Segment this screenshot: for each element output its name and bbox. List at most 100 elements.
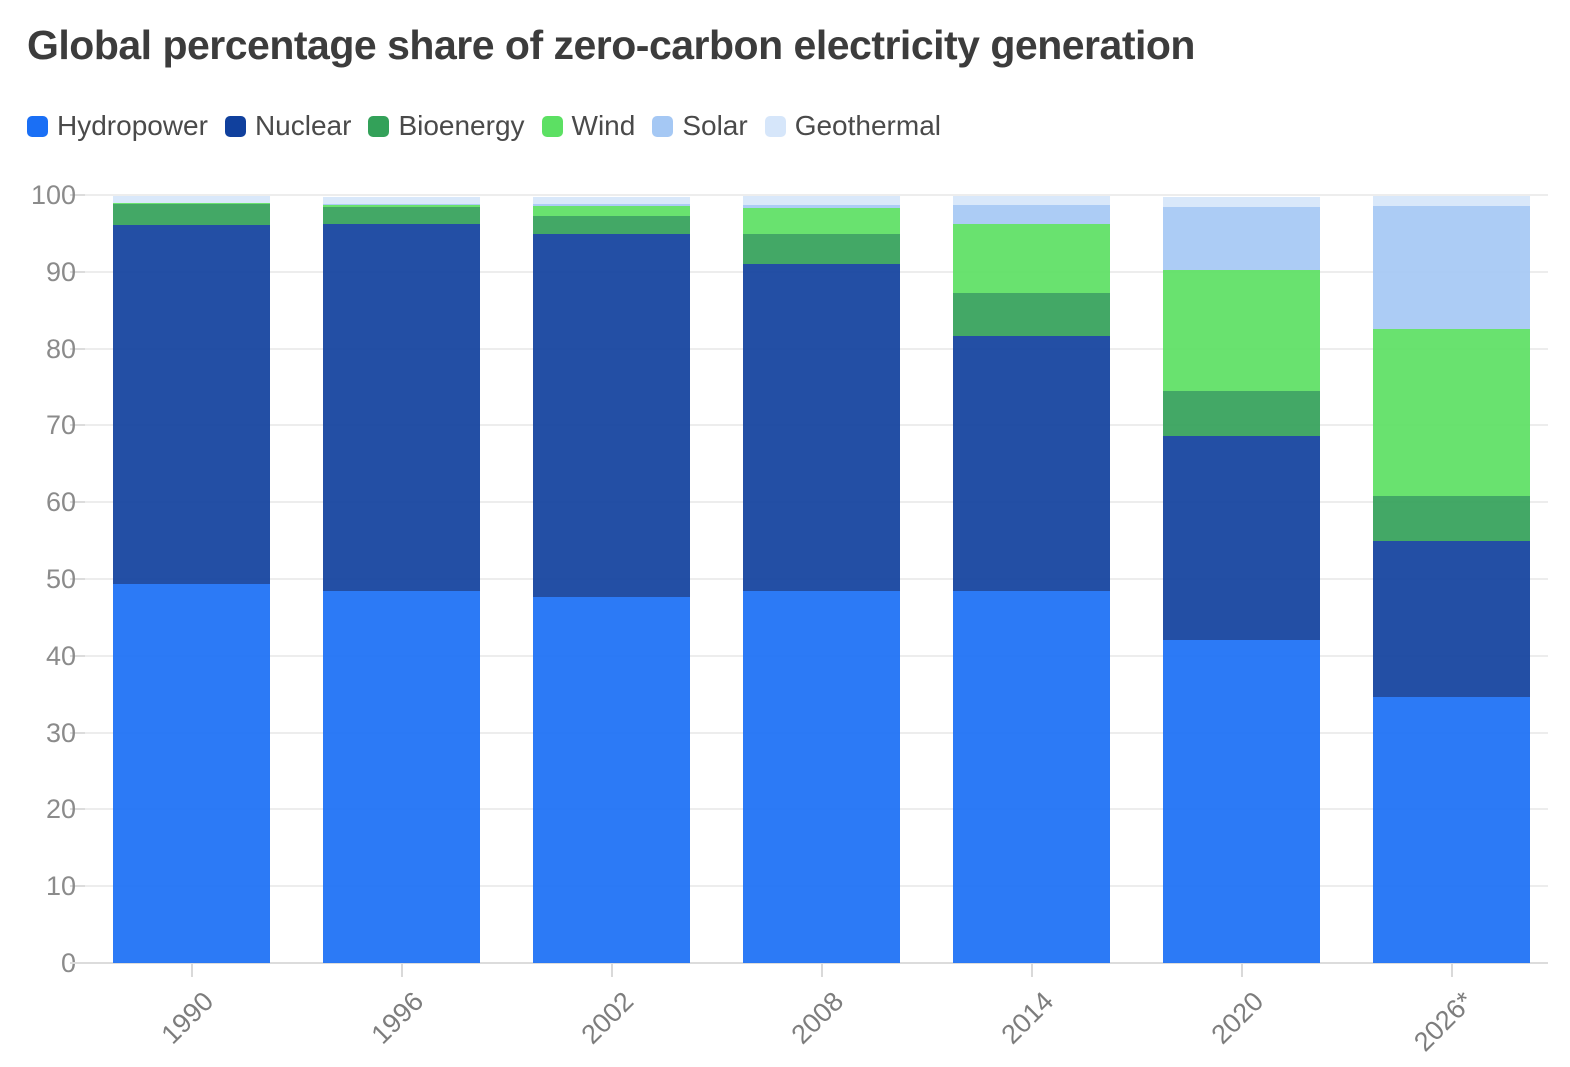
- x-axis-label-2002: 2002: [575, 986, 639, 1050]
- bar-segment-2014-bioenergy[interactable]: [953, 293, 1110, 337]
- y-axis-tick: [70, 501, 85, 504]
- bar-segment-2020-nuclear[interactable]: [1163, 436, 1320, 640]
- bar-segment-1990-bioenergy[interactable]: [113, 204, 270, 225]
- bar-segment-2008-wind[interactable]: [743, 208, 900, 235]
- x-axis-tick: [400, 964, 403, 977]
- legend-label: Hydropower: [57, 110, 208, 141]
- bar-segment-2002-solar[interactable]: [533, 204, 690, 206]
- x-axis-tick: [190, 964, 193, 977]
- y-axis-tick: [70, 194, 85, 196]
- legend-item-geothermal[interactable]: Geothermal: [764, 112, 941, 140]
- legend-label: Solar: [682, 110, 748, 141]
- bar-segment-1996-wind[interactable]: [323, 205, 480, 208]
- legend-swatch-hydropower: [27, 115, 48, 137]
- gridline-100: [85, 194, 1548, 196]
- y-axis-tick: [70, 578, 85, 580]
- bar-2014: [953, 195, 1110, 963]
- legend-swatch-wind: [541, 115, 563, 137]
- legend-swatch-solar: [652, 115, 674, 137]
- y-axis-label: 100: [30, 180, 76, 210]
- y-axis-tick: [70, 808, 85, 811]
- legend-item-nuclear[interactable]: Nuclear: [224, 110, 352, 141]
- bar-segment-2026-geothermal[interactable]: [1373, 195, 1530, 206]
- bar-segment-1996-geothermal[interactable]: [323, 196, 480, 205]
- legend-item-hydropower[interactable]: Hydropower: [27, 112, 208, 140]
- bar-segment-1990-wind[interactable]: [113, 203, 270, 205]
- x-axis-tick: [1240, 964, 1243, 977]
- x-axis-label-2014: 2014: [995, 986, 1059, 1050]
- bar-segment-2002-hydropower[interactable]: [533, 597, 690, 963]
- legend-label: Wind: [571, 110, 636, 141]
- x-axis-label-2020: 2020: [1205, 986, 1269, 1050]
- bar-segment-2020-bioenergy[interactable]: [1163, 390, 1320, 437]
- legend-swatch-bioenergy: [368, 115, 390, 137]
- chart-title: Global percentage share of zero-carbon e…: [27, 22, 1195, 68]
- bar-segment-1990-nuclear[interactable]: [113, 224, 270, 584]
- bar-segment-2020-solar[interactable]: [1163, 207, 1320, 270]
- bar-segment-2002-geothermal[interactable]: [533, 196, 690, 205]
- bar-2020: [1163, 197, 1320, 963]
- x-axis-label-1990: 1990: [155, 986, 219, 1050]
- bar-2002: [533, 196, 690, 963]
- legend-item-wind[interactable]: Wind: [541, 110, 636, 141]
- bar-segment-2026-solar[interactable]: [1373, 205, 1530, 330]
- bar-1996: [323, 196, 480, 963]
- bar-segment-2008-bioenergy[interactable]: [743, 234, 900, 265]
- bar-segment-2026-hydropower[interactable]: [1373, 697, 1530, 963]
- bar-segment-2020-geothermal[interactable]: [1163, 197, 1320, 208]
- bar-segment-2014-wind[interactable]: [953, 224, 1110, 294]
- bar-segment-2014-nuclear[interactable]: [953, 336, 1110, 592]
- y-axis-label: 80: [45, 333, 76, 364]
- bar-segment-2014-hydropower[interactable]: [953, 591, 1110, 963]
- bar-segment-1996-solar[interactable]: [323, 204, 480, 206]
- bar-segment-2008-solar[interactable]: [743, 205, 900, 209]
- y-axis-tick: [70, 270, 85, 273]
- legend-item-bioenergy[interactable]: Bioenergy: [368, 110, 525, 141]
- bar-segment-2008-nuclear[interactable]: [743, 264, 900, 592]
- bar-segment-2002-nuclear[interactable]: [533, 234, 690, 598]
- legend-swatch-nuclear: [224, 115, 246, 137]
- bar-segment-2020-wind[interactable]: [1163, 269, 1320, 391]
- bar-segment-1990-geothermal[interactable]: [113, 195, 270, 204]
- y-axis-label: 30: [45, 717, 76, 748]
- y-axis-label: 20: [45, 794, 76, 825]
- x-axis-tick: [820, 964, 823, 977]
- bar-segment-2008-geothermal[interactable]: [743, 195, 900, 206]
- y-axis-tick: [70, 885, 85, 888]
- y-axis-label: 10: [45, 871, 76, 902]
- y-axis-tick: [70, 654, 85, 657]
- bar-1990: [113, 195, 270, 963]
- x-axis-label-1996: 1996: [365, 986, 429, 1050]
- bar-segment-2014-geothermal[interactable]: [953, 195, 1110, 206]
- bar-segment-2026-nuclear[interactable]: [1373, 541, 1530, 698]
- y-axis-label: 40: [45, 640, 76, 671]
- legend-item-solar[interactable]: Solar: [652, 110, 748, 141]
- bar-2026: [1373, 195, 1530, 963]
- bar-segment-2026-bioenergy[interactable]: [1373, 496, 1530, 542]
- bar-segment-2026-wind[interactable]: [1373, 329, 1530, 497]
- legend-label: Bioenergy: [398, 110, 525, 141]
- x-axis-tick: [1450, 964, 1453, 977]
- bar-segment-2014-solar[interactable]: [953, 205, 1110, 225]
- y-axis-tick: [70, 347, 85, 350]
- y-axis-label: 50: [45, 564, 76, 594]
- y-axis-tick: [70, 424, 85, 427]
- legend: Hydropower Nuclear Bioenergy Wind Solar Geoth…: [27, 112, 941, 140]
- y-axis-label: 60: [45, 487, 76, 518]
- x-axis-tick: [1030, 964, 1033, 977]
- legend-label: Nuclear: [254, 110, 352, 141]
- bar-segment-2002-bioenergy[interactable]: [533, 215, 690, 235]
- x-axis-line: [70, 962, 1548, 964]
- bar-2008: [743, 195, 900, 963]
- bar-segment-1996-bioenergy[interactable]: [323, 207, 480, 225]
- y-axis-label: 90: [45, 256, 76, 287]
- bar-segment-2020-hydropower[interactable]: [1163, 639, 1320, 963]
- bar-segment-1996-hydropower[interactable]: [323, 591, 480, 963]
- bar-segment-2002-wind[interactable]: [533, 205, 690, 216]
- legend-swatch-geothermal: [764, 115, 786, 137]
- bar-segment-1990-hydropower[interactable]: [113, 583, 270, 963]
- bar-segment-1996-nuclear[interactable]: [323, 224, 480, 592]
- y-axis-label: 70: [45, 410, 76, 441]
- bar-segment-2008-hydropower[interactable]: [743, 591, 900, 963]
